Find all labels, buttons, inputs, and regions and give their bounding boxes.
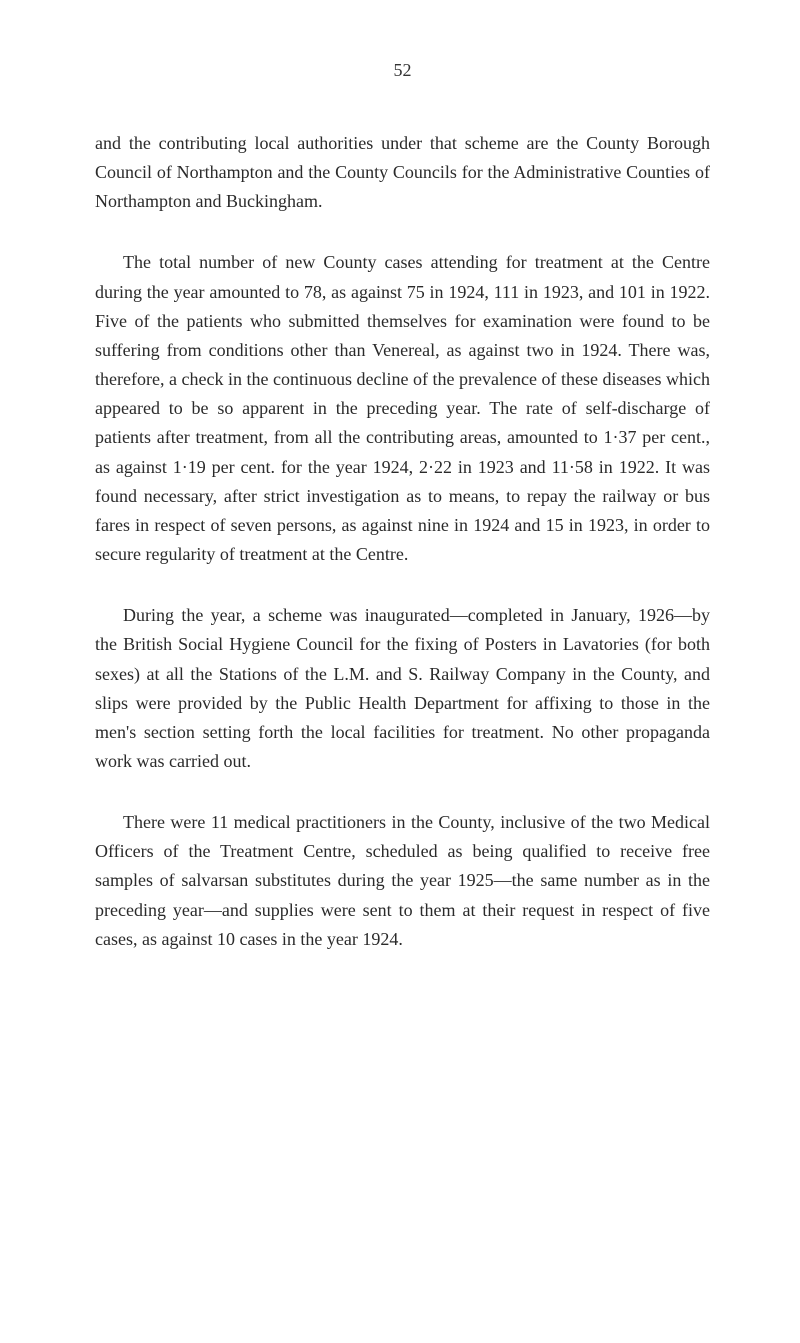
paragraph-1: and the contributing local authorities u… [95,129,710,216]
page-number: 52 [95,60,710,81]
paragraph-2: The total number of new County cases att… [95,248,710,569]
paragraph-3: During the year, a scheme was inaugurate… [95,601,710,776]
paragraph-4: There were 11 medical practitioners in t… [95,808,710,954]
